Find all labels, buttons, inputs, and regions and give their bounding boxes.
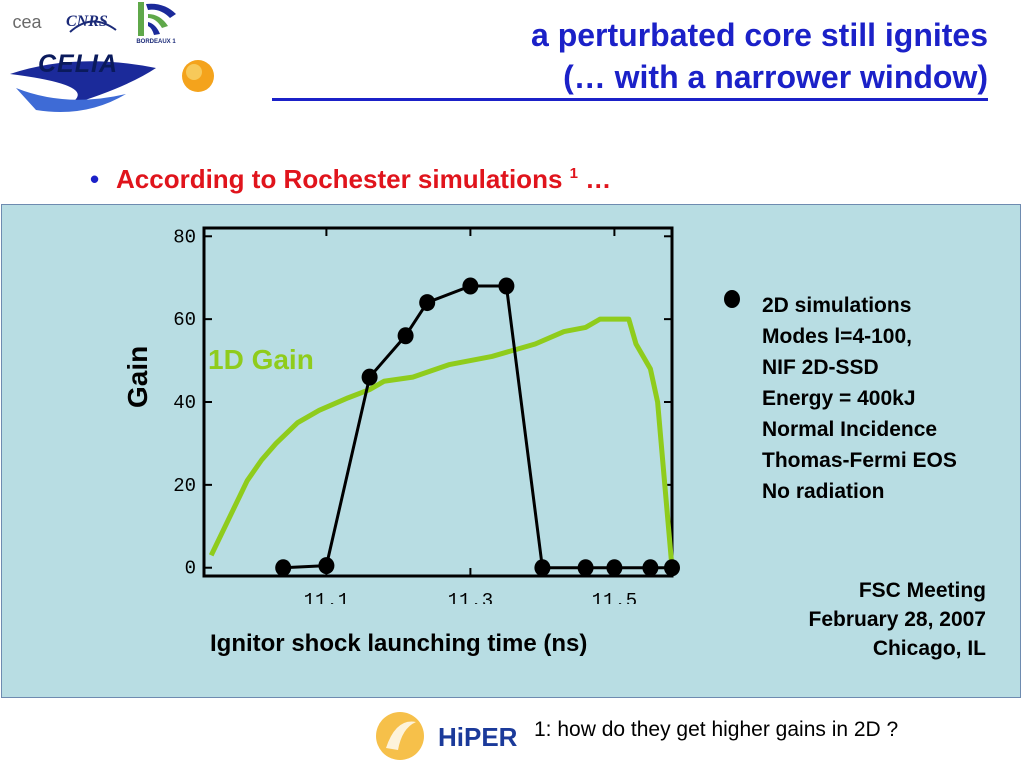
footnote: 1: how do they get higher gains in 2D ? — [534, 718, 899, 741]
data-point-2d — [419, 294, 436, 312]
note-line: Thomas-Fermi EOS — [762, 449, 957, 472]
data-point-2d — [534, 559, 551, 577]
data-point-2d — [397, 327, 414, 345]
cea-logo: cea — [2, 8, 52, 36]
y-axis-label: Gain — [122, 345, 153, 408]
title-line-1: a perturbated core still ignites — [531, 17, 988, 53]
meeting-name: FSC Meeting — [858, 579, 986, 602]
data-point-2d — [642, 559, 659, 577]
data-point-2d — [462, 277, 479, 295]
y-tick-label: 20 — [173, 475, 196, 497]
note-line: 2D simulations — [762, 294, 912, 317]
meeting-location: Chicago, IL — [872, 637, 986, 660]
x-axis-label: Ignitor shock launching time (ns) — [210, 630, 588, 657]
bullet-point: • According to Rochester simulations 1 … — [90, 164, 611, 195]
cnrs-logo: CNRS — [66, 13, 117, 33]
celia-logo-text: CELIA — [38, 50, 118, 78]
hiper-logo-text: HiPER — [438, 722, 518, 752]
x-tick-label: 11.3 — [448, 590, 494, 604]
y-tick-label: 80 — [173, 226, 196, 248]
meeting-info: FSC Meeting February 28, 2007 Chicago, I… — [809, 576, 986, 663]
x-tick-label: 11.1 — [304, 590, 350, 604]
legend-marker-dot — [724, 290, 740, 308]
data-point-2d — [577, 559, 594, 577]
note-line: Energy = 400kJ — [762, 387, 916, 410]
title-underline — [272, 98, 988, 101]
title-line-2: (… with a narrower window) — [563, 59, 988, 95]
bullet-icon: • — [90, 164, 100, 194]
note-line: Normal Incidence — [762, 418, 938, 441]
data-point-2d — [664, 559, 680, 577]
series-line-1d-gain — [208, 316, 675, 568]
data-point-2d — [275, 559, 292, 577]
celia-logo — [10, 60, 214, 112]
y-tick-label: 40 — [173, 392, 196, 414]
bullet-text: According to Rochester simulations — [116, 164, 570, 194]
bordeaux-logo-text: BORDEAUX 1 — [136, 39, 176, 45]
plot-frame — [202, 226, 674, 578]
bordeaux-logo: BORDEAUX 1 — [136, 2, 176, 45]
bullet-suffix: … — [577, 164, 612, 194]
x-tick-label: 11.5 — [592, 590, 638, 604]
hiper-logo: HiPER — [376, 712, 518, 760]
series-line-2d-simulations — [283, 284, 672, 570]
curve-label-1d-gain: 1D Gain — [208, 344, 314, 375]
cea-logo-text: cea — [12, 12, 42, 32]
data-point-2d — [361, 368, 378, 386]
bullet-superscript: 1 — [569, 165, 578, 182]
slide-title: a perturbated core still ignites (… with… — [531, 14, 988, 98]
note-line: No radiation — [762, 480, 885, 503]
note-line: Modes l=4-100, — [762, 325, 912, 348]
meeting-date: February 28, 2007 — [808, 608, 986, 631]
note-line: NIF 2D-SSD — [762, 356, 879, 379]
simulation-notes: 2D simulations Modes l=4-100, NIF 2D-SSD… — [762, 290, 957, 507]
data-point-2d — [498, 277, 515, 295]
gain-chart: 0 20 40 60 80 11.1 11.3 11.5 — [173, 226, 680, 604]
y-tick-label: 0 — [185, 558, 196, 580]
data-point-2d — [318, 557, 335, 575]
y-tick-label: 60 — [173, 309, 196, 331]
data-point-2d — [606, 559, 623, 577]
